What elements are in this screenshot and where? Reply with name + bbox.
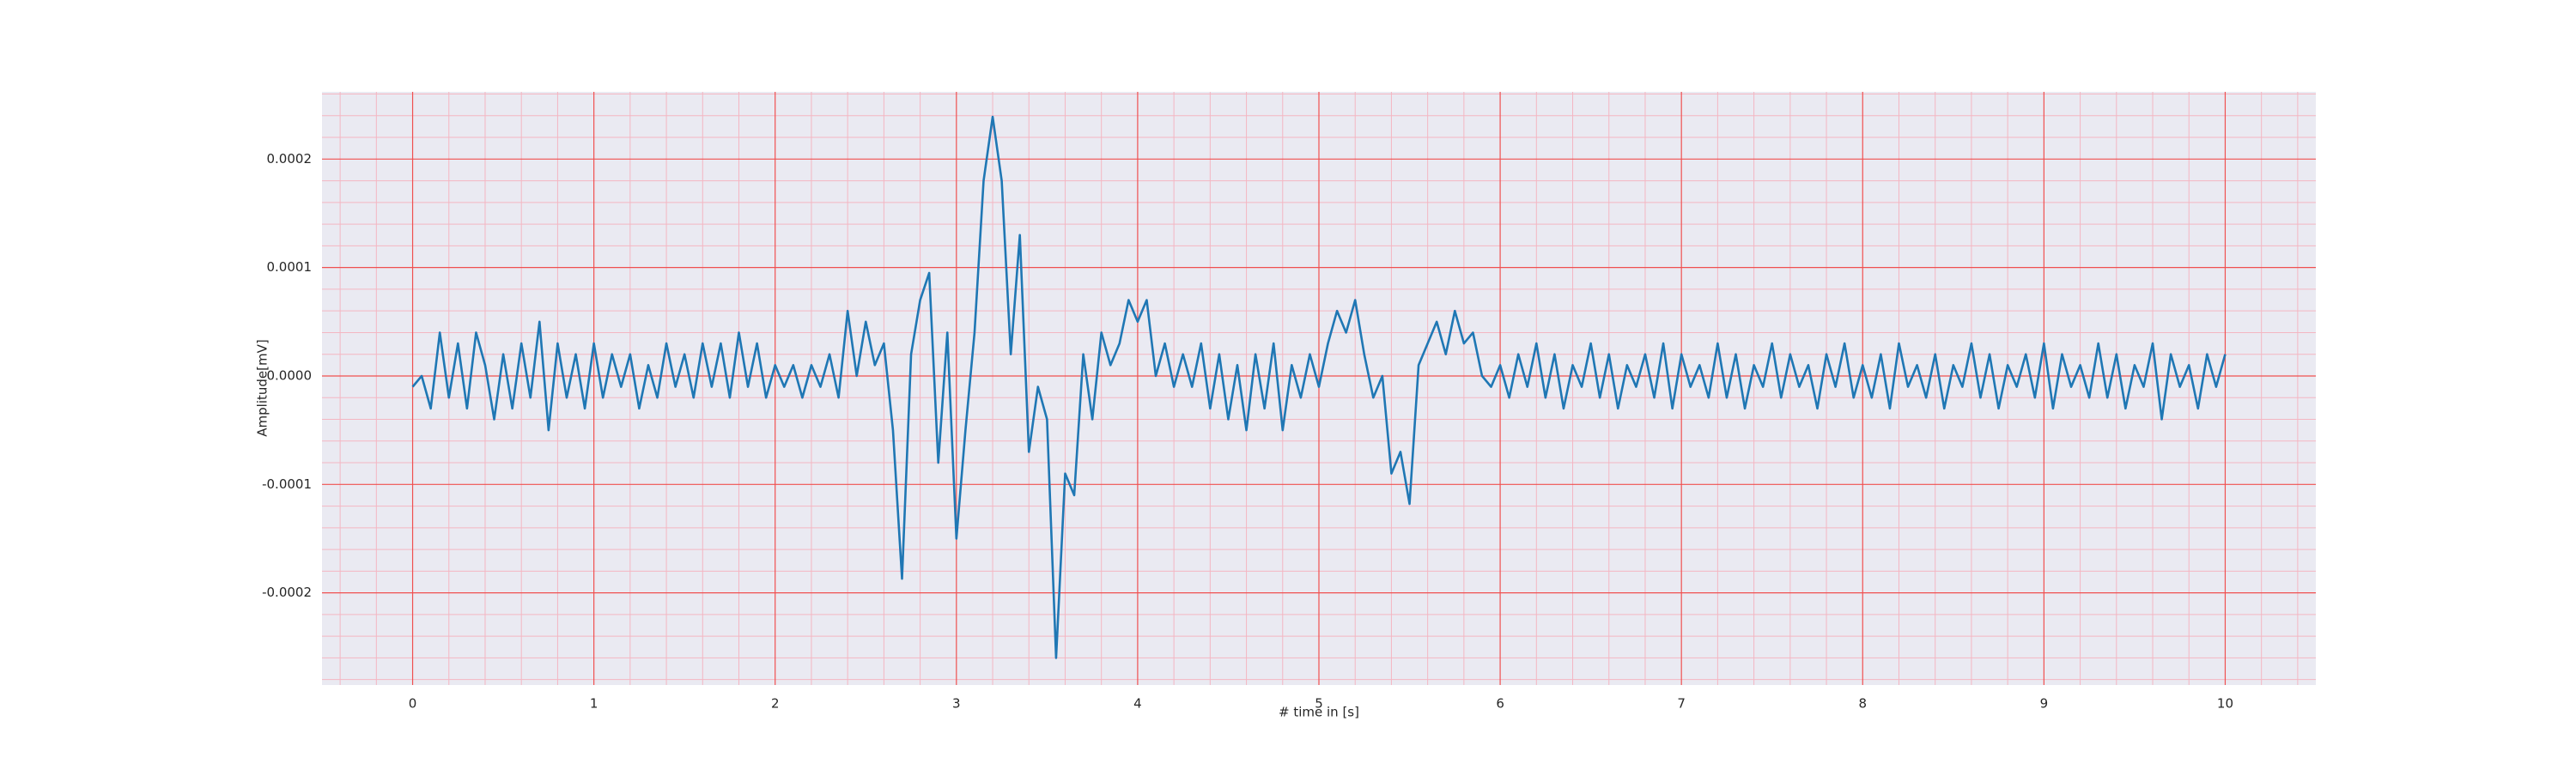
signal-line	[411, 115, 2227, 659]
y-axis-label: Amplitude[mV]	[255, 339, 270, 436]
y-tick-label: -0.0001	[262, 476, 312, 492]
x-tick-label: 6	[1496, 696, 1504, 712]
x-tick-label: 7	[1677, 696, 1686, 712]
x-tick-label: 5	[1315, 696, 1323, 712]
x-tick-label: 2	[771, 696, 780, 712]
y-tick-label: 0.0002	[267, 151, 313, 167]
x-tick-label: 0	[409, 696, 417, 712]
grid	[322, 92, 2316, 685]
x-tick-label: 4	[1133, 696, 1142, 712]
x-tick-label: 8	[1858, 696, 1867, 712]
x-axis-label: # time in [s]	[1279, 705, 1359, 720]
x-tick-label: 9	[2040, 696, 2049, 712]
x-tick-label: 10	[2217, 696, 2233, 712]
y-tick-label: 0.0001	[267, 259, 313, 275]
x-tick-label: 3	[952, 696, 961, 712]
marks	[411, 115, 2227, 659]
y-tick-label: 0.0000	[267, 367, 313, 383]
x-tick-label: 1	[590, 696, 598, 712]
y-tick-label: -0.0002	[262, 585, 312, 600]
